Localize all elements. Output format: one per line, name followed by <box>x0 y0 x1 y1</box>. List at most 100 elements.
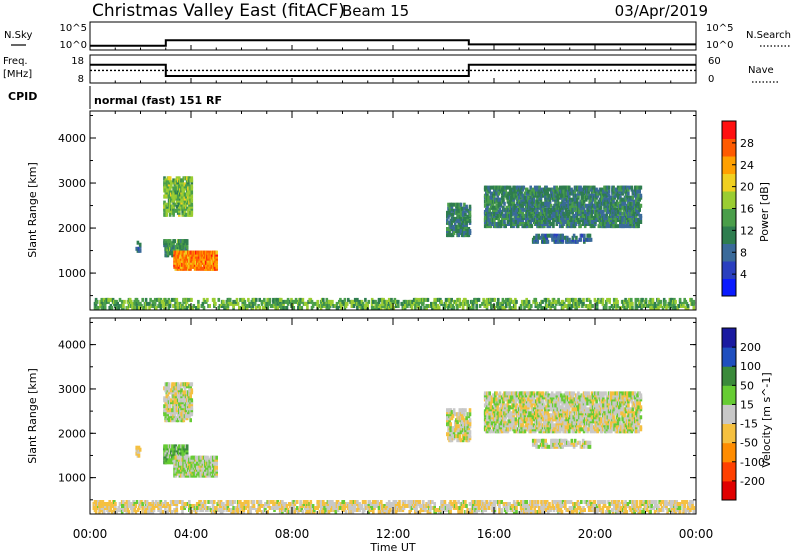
data-cell <box>190 178 194 183</box>
data-cell <box>626 304 630 308</box>
data-cell <box>598 299 601 304</box>
data-cell <box>569 201 572 206</box>
data-cell <box>366 304 369 308</box>
nsky-trace <box>89 39 697 50</box>
data-cell <box>145 301 149 306</box>
colorbar-tick-label: 16 <box>740 203 754 216</box>
data-cell <box>522 216 526 220</box>
data-cell <box>266 297 269 302</box>
data-cell <box>500 216 504 220</box>
data-cell <box>190 398 194 403</box>
data-cell <box>514 417 518 422</box>
data-cell <box>463 412 466 417</box>
data-cell <box>590 216 594 220</box>
data-cell <box>176 254 180 259</box>
data-cell <box>170 184 173 189</box>
data-cell <box>190 176 194 181</box>
data-cell <box>553 233 557 238</box>
data-cell <box>637 304 641 308</box>
data-cell <box>200 304 204 308</box>
data-cell <box>571 235 575 240</box>
data-cell <box>110 306 114 310</box>
data-cell <box>475 304 478 308</box>
data-cell <box>450 202 454 207</box>
data-cell <box>437 306 441 310</box>
data-cell <box>465 225 468 229</box>
data-cell <box>605 224 609 229</box>
data-cell <box>631 301 634 306</box>
data-cell <box>616 299 619 304</box>
power-y-label: Slant Range [km] <box>26 162 39 258</box>
data-cell <box>316 304 319 308</box>
data-cell <box>616 201 620 206</box>
data-cell <box>490 191 494 196</box>
data-cell <box>511 299 515 304</box>
data-cell <box>364 297 367 302</box>
data-cell <box>486 409 489 414</box>
data-cell <box>600 193 604 198</box>
data-cell <box>190 198 194 203</box>
data-cell <box>612 207 615 212</box>
plot-date: 03/Apr/2019 <box>615 2 708 20</box>
data-cell <box>176 301 180 306</box>
data-cell <box>496 193 499 198</box>
data-cell <box>488 391 491 396</box>
data-cell <box>548 224 552 229</box>
data-cell <box>590 220 594 224</box>
data-cell <box>189 394 192 399</box>
data-cell <box>328 304 332 308</box>
data-cell <box>537 193 540 198</box>
data-cell <box>539 211 543 216</box>
data-cell <box>400 301 403 306</box>
data-cell <box>486 224 489 229</box>
data-cell <box>488 207 491 212</box>
nsky-label: N.Sky <box>4 30 32 41</box>
data-cell <box>461 304 465 308</box>
data-cell <box>370 304 374 308</box>
data-cell <box>390 304 393 308</box>
data-cell <box>527 401 530 406</box>
nsky-line <box>90 39 696 47</box>
data-cell <box>468 408 472 413</box>
data-cell <box>412 301 416 306</box>
data-cell <box>375 301 379 306</box>
data-cell <box>220 304 224 308</box>
data-cell <box>503 201 506 206</box>
data-cell <box>561 235 564 240</box>
data-cell <box>276 306 280 310</box>
data-cell <box>516 224 520 229</box>
data-cell <box>509 306 513 310</box>
data-cell <box>686 304 690 308</box>
data-cell <box>464 233 467 238</box>
data-cell <box>186 297 190 302</box>
data-cell <box>417 306 421 310</box>
data-cell <box>572 297 575 302</box>
data-cell <box>167 416 171 421</box>
data-cell <box>163 241 166 246</box>
data-cell <box>190 194 194 199</box>
data-cell <box>508 185 512 190</box>
data-cell <box>100 306 104 310</box>
data-cell <box>181 178 184 183</box>
data-cell <box>638 207 641 212</box>
data-cell <box>468 412 472 417</box>
data-cell <box>468 418 472 423</box>
freq-tick-bottom: 8 <box>78 74 84 85</box>
data-cell <box>459 202 463 207</box>
data-cell <box>188 176 191 181</box>
data-cell <box>495 397 498 402</box>
data-cell <box>258 297 261 302</box>
data-cell <box>353 297 357 302</box>
data-cell <box>153 301 157 306</box>
data-cell <box>547 209 551 214</box>
data-cell <box>138 447 142 452</box>
data-cell <box>171 444 174 449</box>
data-cell <box>485 185 488 190</box>
data-cell <box>136 240 140 245</box>
data-cell <box>173 202 177 207</box>
data-cell <box>451 233 455 238</box>
data-cell <box>521 207 524 212</box>
data-cell <box>352 304 356 308</box>
data-cell <box>536 216 539 220</box>
